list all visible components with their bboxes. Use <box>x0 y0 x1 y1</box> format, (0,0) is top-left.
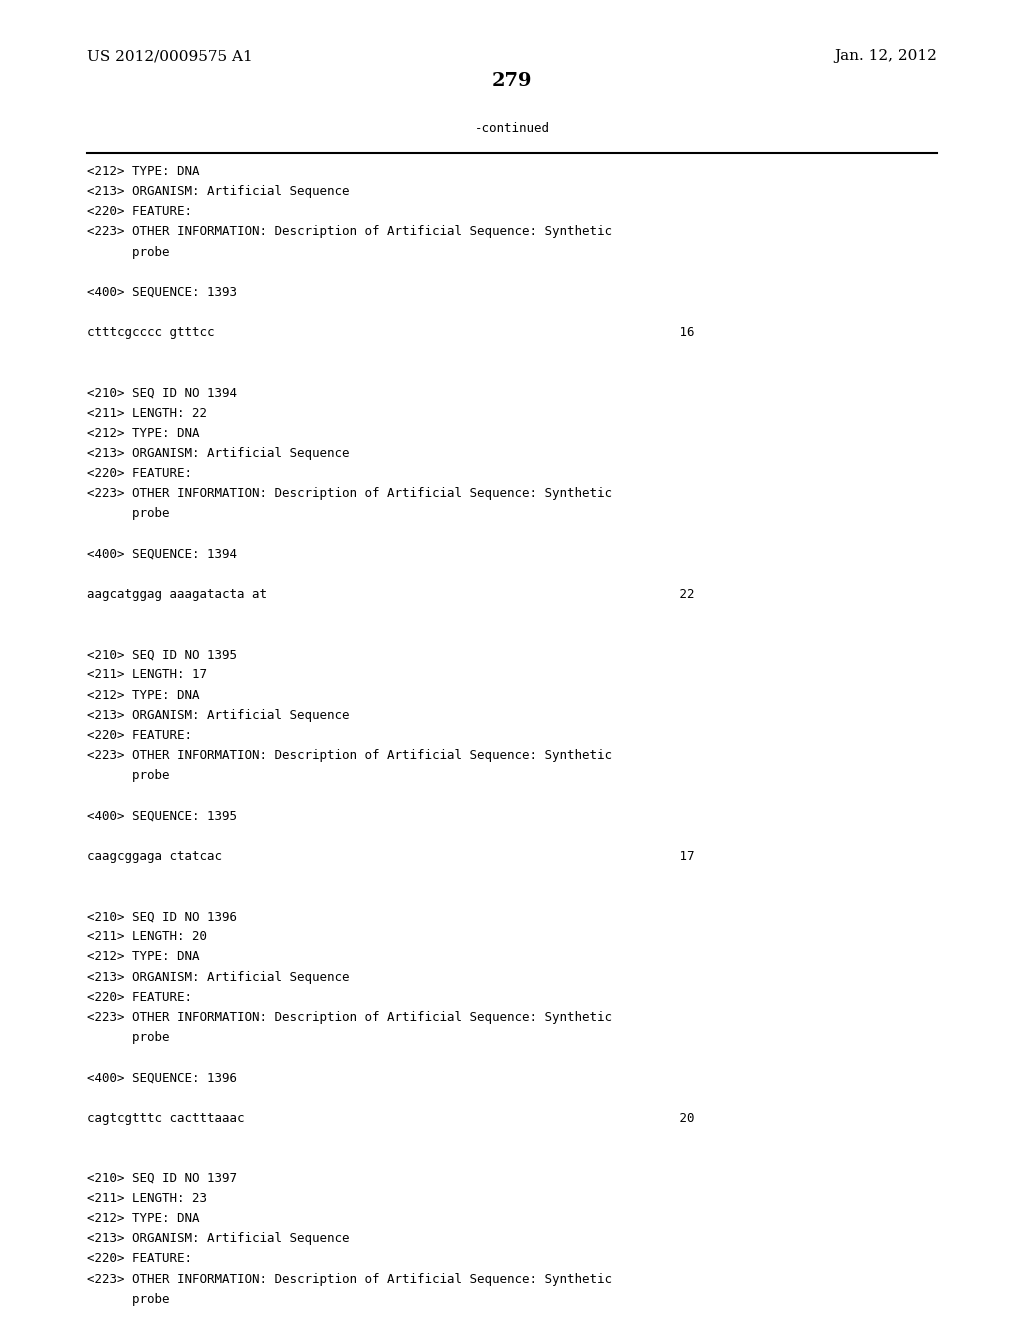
Text: <213> ORGANISM: Artificial Sequence: <213> ORGANISM: Artificial Sequence <box>87 970 349 983</box>
Text: probe: probe <box>87 770 170 783</box>
Text: <220> FEATURE:: <220> FEATURE: <box>87 729 193 742</box>
Text: <210> SEQ ID NO 1396: <210> SEQ ID NO 1396 <box>87 909 237 923</box>
Text: aagcatggag aaagatacta at                                                       2: aagcatggag aaagatacta at 2 <box>87 587 694 601</box>
Text: <210> SEQ ID NO 1397: <210> SEQ ID NO 1397 <box>87 1172 237 1185</box>
Text: <212> TYPE: DNA: <212> TYPE: DNA <box>87 426 200 440</box>
Text: <220> FEATURE:: <220> FEATURE: <box>87 206 193 218</box>
Text: <223> OTHER INFORMATION: Description of Artificial Sequence: Synthetic: <223> OTHER INFORMATION: Description of … <box>87 1011 612 1024</box>
Text: <212> TYPE: DNA: <212> TYPE: DNA <box>87 165 200 178</box>
Text: ctttcgcccc gtttcc                                                              1: ctttcgcccc gtttcc 1 <box>87 326 694 339</box>
Text: cagtcgtttc cactttaaac                                                          2: cagtcgtttc cactttaaac 2 <box>87 1111 694 1125</box>
Text: <211> LENGTH: 22: <211> LENGTH: 22 <box>87 407 207 420</box>
Text: <211> LENGTH: 20: <211> LENGTH: 20 <box>87 931 207 944</box>
Text: probe: probe <box>87 507 170 520</box>
Text: <223> OTHER INFORMATION: Description of Artificial Sequence: Synthetic: <223> OTHER INFORMATION: Description of … <box>87 226 612 239</box>
Text: <400> SEQUENCE: 1394: <400> SEQUENCE: 1394 <box>87 548 237 561</box>
Text: <211> LENGTH: 17: <211> LENGTH: 17 <box>87 668 207 681</box>
Text: <223> OTHER INFORMATION: Description of Artificial Sequence: Synthetic: <223> OTHER INFORMATION: Description of … <box>87 487 612 500</box>
Text: probe: probe <box>87 1031 170 1044</box>
Text: caagcggaga ctatcac                                                             1: caagcggaga ctatcac 1 <box>87 850 694 863</box>
Text: <220> FEATURE:: <220> FEATURE: <box>87 467 193 480</box>
Text: <400> SEQUENCE: 1395: <400> SEQUENCE: 1395 <box>87 809 237 822</box>
Text: <212> TYPE: DNA: <212> TYPE: DNA <box>87 1212 200 1225</box>
Text: <210> SEQ ID NO 1394: <210> SEQ ID NO 1394 <box>87 387 237 400</box>
Text: <223> OTHER INFORMATION: Description of Artificial Sequence: Synthetic: <223> OTHER INFORMATION: Description of … <box>87 748 612 762</box>
Text: 279: 279 <box>492 71 532 90</box>
Text: <220> FEATURE:: <220> FEATURE: <box>87 1253 193 1266</box>
Text: <213> ORGANISM: Artificial Sequence: <213> ORGANISM: Artificial Sequence <box>87 1233 349 1245</box>
Text: -continued: -continued <box>474 121 550 135</box>
Text: <213> ORGANISM: Artificial Sequence: <213> ORGANISM: Artificial Sequence <box>87 709 349 722</box>
Text: Jan. 12, 2012: Jan. 12, 2012 <box>835 49 937 63</box>
Text: <220> FEATURE:: <220> FEATURE: <box>87 991 193 1003</box>
Text: <400> SEQUENCE: 1393: <400> SEQUENCE: 1393 <box>87 286 237 298</box>
Text: <213> ORGANISM: Artificial Sequence: <213> ORGANISM: Artificial Sequence <box>87 447 349 459</box>
Text: <211> LENGTH: 23: <211> LENGTH: 23 <box>87 1192 207 1205</box>
Text: <223> OTHER INFORMATION: Description of Artificial Sequence: Synthetic: <223> OTHER INFORMATION: Description of … <box>87 1272 612 1286</box>
Text: <213> ORGANISM: Artificial Sequence: <213> ORGANISM: Artificial Sequence <box>87 185 349 198</box>
Text: probe: probe <box>87 1292 170 1305</box>
Text: <210> SEQ ID NO 1395: <210> SEQ ID NO 1395 <box>87 648 237 661</box>
Text: US 2012/0009575 A1: US 2012/0009575 A1 <box>87 49 253 63</box>
Text: <400> SEQUENCE: 1396: <400> SEQUENCE: 1396 <box>87 1072 237 1084</box>
Text: <212> TYPE: DNA: <212> TYPE: DNA <box>87 950 200 964</box>
Text: probe: probe <box>87 246 170 259</box>
Text: <212> TYPE: DNA: <212> TYPE: DNA <box>87 689 200 702</box>
